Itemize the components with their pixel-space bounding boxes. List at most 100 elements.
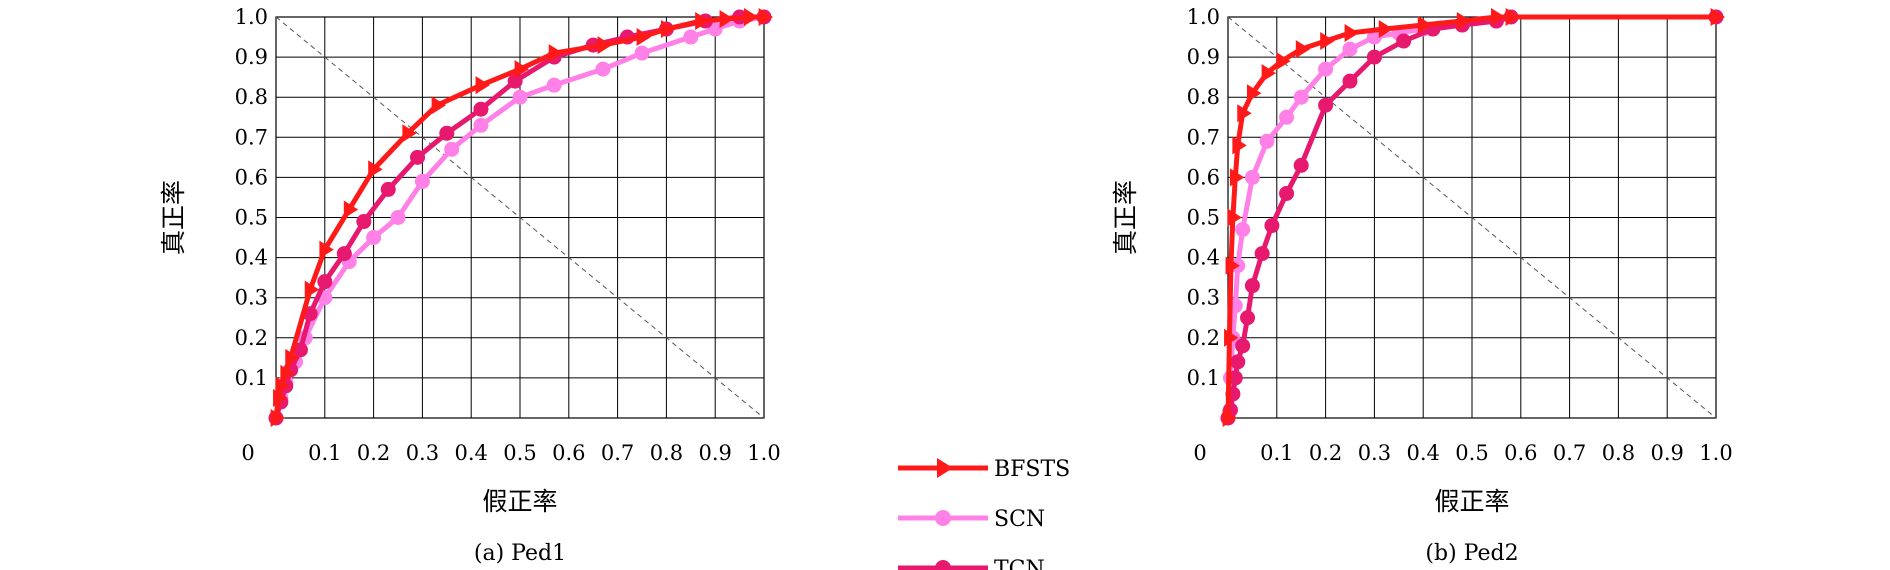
- x-tick-label: 0.9: [698, 441, 731, 465]
- legend-marker: [935, 510, 951, 526]
- series-bfsts-point: [280, 364, 295, 383]
- series-tcn-point: [336, 246, 352, 262]
- legend-marker: [935, 560, 951, 570]
- legend: BFSTS SCN TCN: [898, 457, 1070, 570]
- series-bfsts: [1222, 8, 1725, 427]
- series-bfsts-point: [304, 280, 320, 299]
- series-scn-point: [473, 117, 489, 133]
- x-tick-label: 0.3: [1358, 441, 1391, 465]
- legend-entry-tcn: TCN: [898, 557, 1045, 570]
- y-tick-label: 0.9: [1187, 45, 1220, 69]
- y-tick-label: 0.4: [235, 246, 268, 270]
- y-tick-label: 0.7: [235, 125, 268, 149]
- series-scn-point: [1366, 29, 1382, 45]
- series-scn-point: [1293, 89, 1309, 105]
- series-bfsts-point: [1491, 8, 1506, 26]
- series-tcn-point: [356, 214, 372, 230]
- legend-label: SCN: [994, 507, 1045, 532]
- series-bfsts-point: [1417, 16, 1433, 35]
- y-tick-label: 0.1: [235, 366, 268, 390]
- x-tick-label: 0.6: [552, 441, 585, 465]
- series-bfsts-point: [758, 8, 773, 26]
- diagonal-reference-line: [1227, 16, 1717, 419]
- y-axis-label: 真正率: [159, 180, 188, 255]
- series-bfsts-point: [1276, 52, 1291, 71]
- series-scn-point: [634, 45, 650, 61]
- legend-label: BFSTS: [994, 457, 1070, 482]
- series-scn-point: [1244, 169, 1260, 185]
- series-bfsts-point: [1227, 208, 1242, 227]
- series-bfsts-point: [1320, 32, 1335, 51]
- series-bfsts-point: [636, 28, 651, 47]
- y-tick-label: 0.3: [235, 286, 268, 310]
- x-tick-label: 0.6: [1504, 441, 1537, 465]
- series-bfsts-point: [343, 200, 359, 219]
- y-tick-label: 1.0: [235, 5, 268, 29]
- y-axis-label: 真正率: [1111, 180, 1140, 255]
- series-bfsts-point: [1261, 64, 1277, 83]
- x-tick-label: 0.9: [1650, 441, 1683, 465]
- series-bfsts-point: [1224, 328, 1239, 347]
- series-bfsts-point: [1505, 8, 1521, 26]
- series-bfsts-point: [1344, 24, 1359, 43]
- y-tick-label: 0.8: [1187, 85, 1220, 109]
- series-scn-point: [683, 29, 699, 45]
- x-tick-label: 0.4: [454, 441, 487, 465]
- series-scn-point: [366, 230, 382, 246]
- series-bfsts-point: [368, 160, 383, 179]
- series-bfsts-point: [275, 376, 290, 395]
- series-tcn-point: [1264, 218, 1280, 234]
- origin-label: 0: [1193, 441, 1206, 465]
- series-bfsts-point: [285, 348, 300, 367]
- x-tick-label: 0.8: [1602, 441, 1635, 465]
- series-scn-point: [1235, 222, 1251, 238]
- series-bfsts-point: [402, 124, 417, 143]
- x-tick-label: 1.0: [747, 441, 780, 465]
- series-bfsts-point: [695, 12, 710, 31]
- series-bfsts-point: [1295, 40, 1311, 59]
- series-bfsts-point: [1229, 168, 1245, 187]
- series-bfsts-point: [1237, 104, 1252, 123]
- series-tcn-point: [1396, 33, 1412, 49]
- chart-caption: (b) Ped2: [1425, 541, 1518, 566]
- series-bfsts-point: [597, 36, 612, 55]
- series-bfsts-point: [270, 409, 285, 427]
- series-bfsts-point: [1222, 409, 1237, 427]
- x-axis-label: 假正率: [482, 487, 557, 516]
- x-tick-label: 0.7: [601, 441, 634, 465]
- series-scn-point: [546, 77, 562, 93]
- series-scn-point: [1279, 109, 1295, 125]
- series-scn-point: [390, 210, 406, 225]
- series-scn-point: [1342, 41, 1358, 57]
- y-tick-label: 0.6: [235, 165, 268, 189]
- legend-entry-bfsts: BFSTS: [898, 457, 1070, 482]
- legend-label: TCN: [994, 557, 1045, 570]
- series-bfsts: [270, 8, 773, 427]
- origin-label: 0: [241, 441, 254, 465]
- chart-caption: (a) Ped1: [474, 541, 566, 566]
- y-tick-label: 0.2: [235, 326, 268, 350]
- chart-ped2: 0.1 0.2 0.3 0.4 0.5 0.6 0.7 0.8 0.9 1.0 0.1 0.2 0.3 0…: [1111, 5, 1733, 566]
- y-tick-label: 0.9: [235, 45, 268, 69]
- x-tick-label: 0.5: [1455, 441, 1488, 465]
- x-tick-label: 1.0: [1699, 441, 1732, 465]
- series-tcn-point: [1230, 354, 1246, 370]
- x-tick-label: 0.3: [406, 441, 439, 465]
- plot-frame: [275, 16, 765, 419]
- x-tick-label: 0.4: [1406, 441, 1439, 465]
- series-scn-point: [595, 61, 611, 77]
- y-tick-label: 0.5: [1187, 206, 1220, 230]
- series-tcn-point: [1244, 278, 1260, 294]
- y-tick-label: 0.8: [235, 85, 268, 109]
- y-tick-label: 0.7: [1187, 125, 1220, 149]
- y-tick-label: 0.2: [1187, 326, 1220, 350]
- x-tick-label: 0.2: [1309, 441, 1342, 465]
- y-tick-label: 0.5: [235, 206, 268, 230]
- series-bfsts-point: [719, 10, 734, 29]
- series-tcn-point: [1318, 97, 1334, 113]
- series-tcn-point: [507, 73, 523, 89]
- x-tick-label: 0.7: [1553, 441, 1586, 465]
- series-bfsts-point: [514, 60, 529, 79]
- series-tcn-point: [1293, 157, 1309, 173]
- y-tick-label: 1.0: [1187, 5, 1220, 29]
